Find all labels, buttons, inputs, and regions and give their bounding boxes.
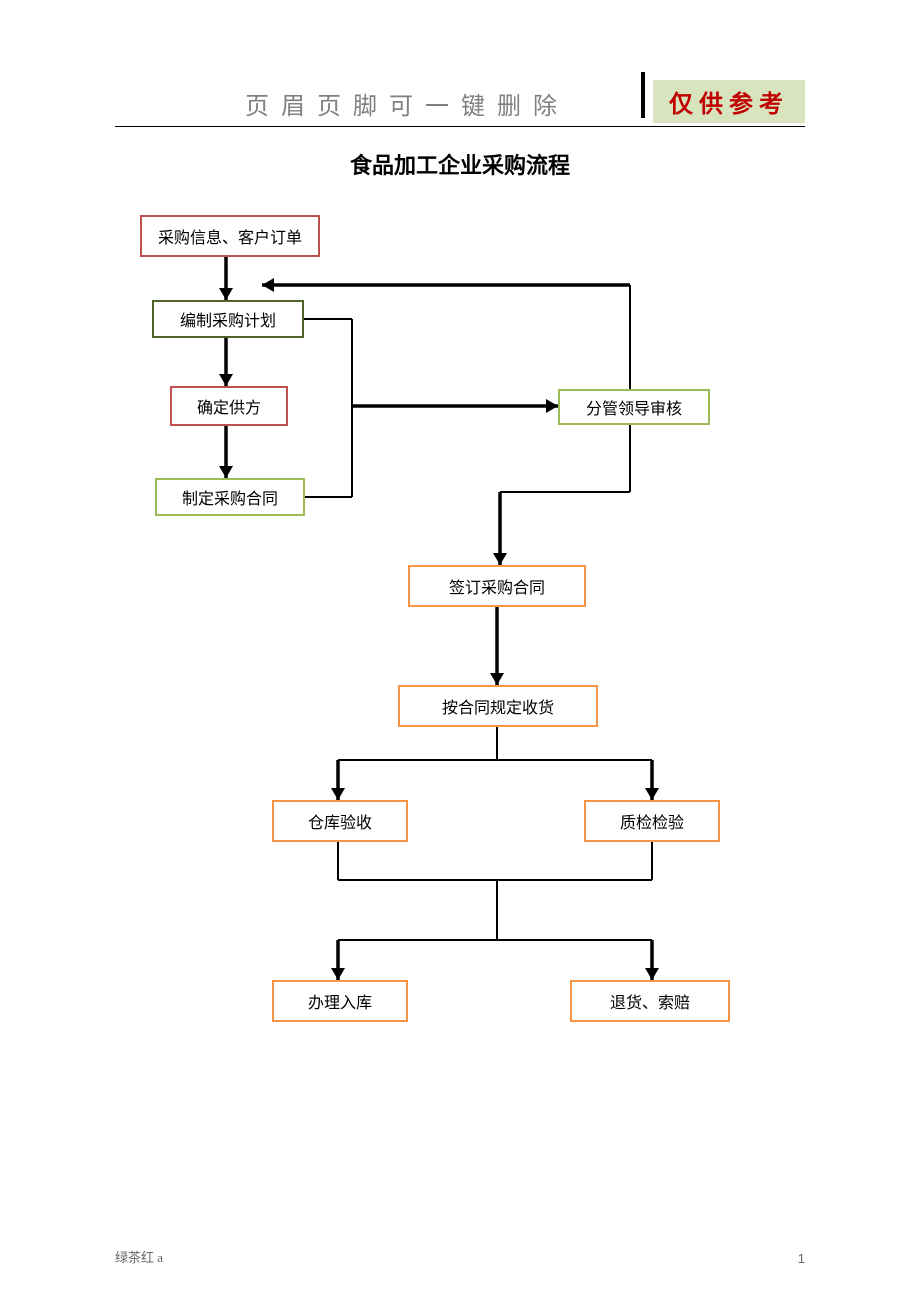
flowchart-node-label: 采购信息、客户订单 (154, 224, 306, 248)
flowchart-node-label: 确定供方 (193, 394, 265, 418)
footer-right: 1 (798, 1251, 805, 1266)
flowchart-node: 确定供方 (170, 386, 288, 426)
flowchart-node-label: 退货、索赔 (606, 989, 694, 1013)
flowchart-node: 质检检验 (584, 800, 720, 842)
flowchart-node-label: 签订采购合同 (445, 574, 549, 598)
flowchart-nodes: 采购信息、客户订单编制采购计划确定供方制定采购合同 分管领导审核签订采购合同按合同… (0, 0, 920, 1302)
footer-left: 绿茶红 a (115, 1247, 163, 1266)
page: 页眉页脚可一键删除 仅供参考 食品加工企业采购流程 采购信息、客户订单编制采购计… (0, 0, 920, 1302)
flowchart-node-label: 制定采购合同 (178, 485, 282, 509)
flowchart-node-label: 仓库验收 (304, 809, 376, 833)
flowchart-node: 仓库验收 (272, 800, 408, 842)
flowchart-node: 按合同规定收货 (398, 685, 598, 727)
flowchart-node: 分管领导审核 (558, 389, 710, 425)
flowchart-node: 编制采购计划 (152, 300, 304, 338)
flowchart-node-label: 办理入库 (304, 989, 376, 1013)
flowchart-node: 签订采购合同 (408, 565, 586, 607)
flowchart-node: 制定采购合同 (155, 478, 305, 516)
flowchart-node: 采购信息、客户订单 (140, 215, 320, 257)
flowchart-node: 退货、索赔 (570, 980, 730, 1022)
flowchart-node-label: 质检检验 (616, 809, 688, 833)
flowchart-node: 办理入库 (272, 980, 408, 1022)
flowchart-node-label: 按合同规定收货 (438, 694, 558, 718)
flowchart-node-label: 编制采购计划 (176, 307, 280, 331)
flowchart-node-label: 分管领导审核 (582, 395, 686, 419)
